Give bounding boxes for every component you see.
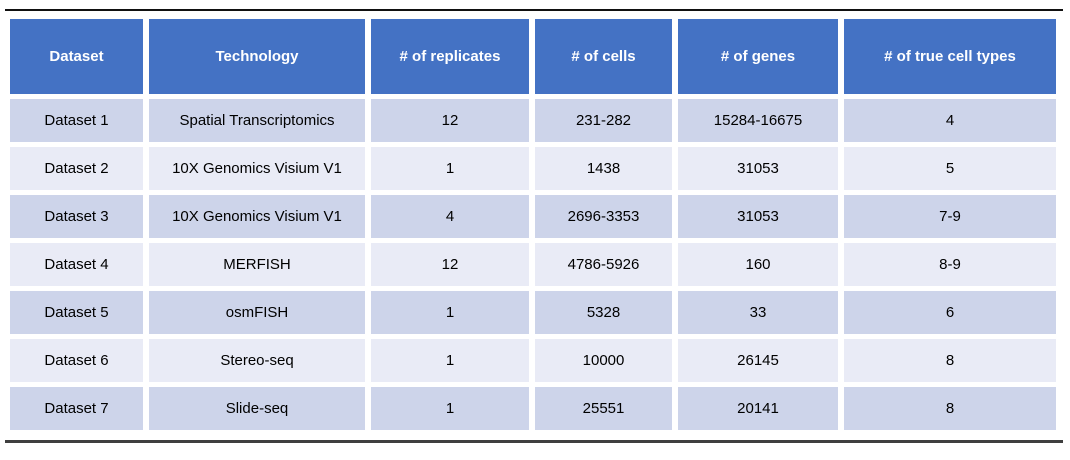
- cell-replicates: 12: [371, 99, 529, 142]
- cell-true-cell-types: 4: [844, 99, 1056, 142]
- column-header-true-cell-types: # of true cell types: [844, 19, 1056, 94]
- cell-true-cell-types: 5: [844, 147, 1056, 190]
- cell-true-cell-types: 8-9: [844, 243, 1056, 286]
- cell-dataset: Dataset 1: [10, 99, 143, 142]
- datasets-table: Dataset Technology # of replicates # of …: [4, 14, 1062, 435]
- cell-cells: 5328: [535, 291, 672, 334]
- cell-technology: 10X Genomics Visium V1: [149, 147, 365, 190]
- table-row-dataset-7: Dataset 7 Slide-seq 1 25551 20141 8: [10, 387, 1056, 430]
- cell-cells: 25551: [535, 387, 672, 430]
- cell-genes: 26145: [678, 339, 838, 382]
- cell-replicates: 1: [371, 339, 529, 382]
- top-rule: [5, 9, 1063, 11]
- cell-replicates: 1: [371, 387, 529, 430]
- header-row: Dataset Technology # of replicates # of …: [10, 19, 1056, 94]
- table-header: Dataset Technology # of replicates # of …: [10, 19, 1056, 94]
- cell-genes: 15284-16675: [678, 99, 838, 142]
- cell-technology: Spatial Transcriptomics: [149, 99, 365, 142]
- table-row-dataset-3: Dataset 3 10X Genomics Visium V1 4 2696-…: [10, 195, 1056, 238]
- table-row-dataset-6: Dataset 6 Stereo-seq 1 10000 26145 8: [10, 339, 1056, 382]
- cell-technology: Slide-seq: [149, 387, 365, 430]
- cell-cells: 10000: [535, 339, 672, 382]
- cell-cells: 2696-3353: [535, 195, 672, 238]
- cell-technology: 10X Genomics Visium V1: [149, 195, 365, 238]
- column-header-replicates: # of replicates: [371, 19, 529, 94]
- cell-replicates: 4: [371, 195, 529, 238]
- cell-dataset: Dataset 7: [10, 387, 143, 430]
- cell-genes: 33: [678, 291, 838, 334]
- cell-replicates: 1: [371, 147, 529, 190]
- cell-replicates: 1: [371, 291, 529, 334]
- cell-dataset: Dataset 2: [10, 147, 143, 190]
- cell-technology: Stereo-seq: [149, 339, 365, 382]
- cell-true-cell-types: 8: [844, 339, 1056, 382]
- cell-replicates: 12: [371, 243, 529, 286]
- table-row-dataset-2: Dataset 2 10X Genomics Visium V1 1 1438 …: [10, 147, 1056, 190]
- table-body: Dataset 1 Spatial Transcriptomics 12 231…: [10, 99, 1056, 430]
- cell-technology: osmFISH: [149, 291, 365, 334]
- cell-genes: 160: [678, 243, 838, 286]
- table-row-dataset-1: Dataset 1 Spatial Transcriptomics 12 231…: [10, 99, 1056, 142]
- bottom-rule: [5, 440, 1063, 443]
- cell-cells: 1438: [535, 147, 672, 190]
- cell-cells: 231-282: [535, 99, 672, 142]
- column-header-cells: # of cells: [535, 19, 672, 94]
- cell-technology: MERFISH: [149, 243, 365, 286]
- cell-genes: 31053: [678, 195, 838, 238]
- table-row-dataset-4: Dataset 4 MERFISH 12 4786-5926 160 8-9: [10, 243, 1056, 286]
- cell-dataset: Dataset 3: [10, 195, 143, 238]
- cell-dataset: Dataset 5: [10, 291, 143, 334]
- cell-dataset: Dataset 4: [10, 243, 143, 286]
- table-row-dataset-5: Dataset 5 osmFISH 1 5328 33 6: [10, 291, 1056, 334]
- cell-true-cell-types: 7-9: [844, 195, 1056, 238]
- column-header-genes: # of genes: [678, 19, 838, 94]
- cell-genes: 20141: [678, 387, 838, 430]
- cell-genes: 31053: [678, 147, 838, 190]
- cell-true-cell-types: 8: [844, 387, 1056, 430]
- cell-true-cell-types: 6: [844, 291, 1056, 334]
- cell-dataset: Dataset 6: [10, 339, 143, 382]
- column-header-dataset: Dataset: [10, 19, 143, 94]
- cell-cells: 4786-5926: [535, 243, 672, 286]
- column-header-technology: Technology: [149, 19, 365, 94]
